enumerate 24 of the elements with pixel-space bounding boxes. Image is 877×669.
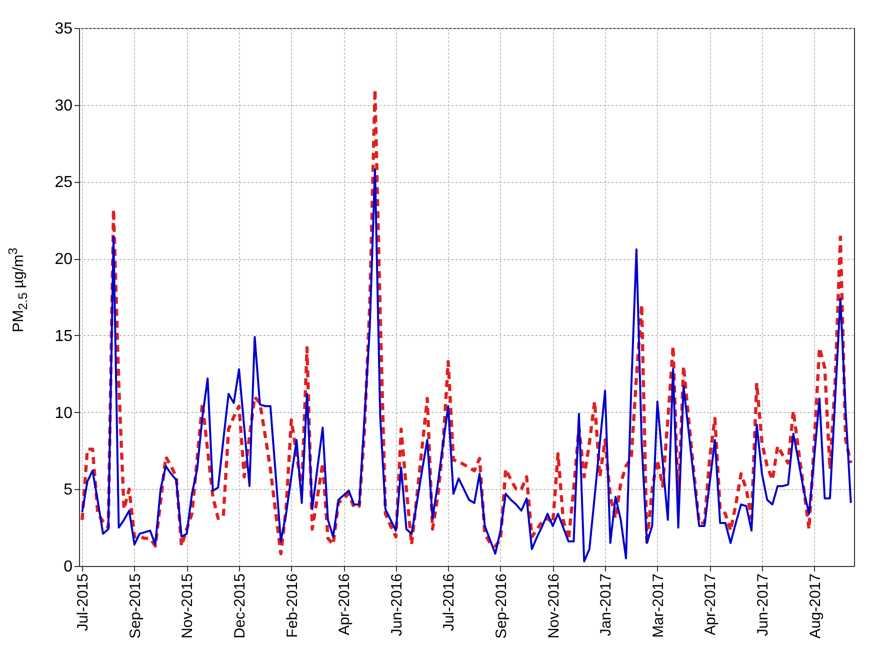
y-tick-label: 30 <box>54 97 73 114</box>
y-tick-label: 10 <box>54 404 73 422</box>
x-tick-label: Mar-2017 <box>650 574 667 638</box>
x-tick-label: Apr-2017 <box>702 574 720 636</box>
x-tick-label: Dec-2015 <box>232 574 249 639</box>
x-tick-label: Aug-2017 <box>806 574 824 639</box>
x-tick-label: Jan-2017 <box>598 574 615 636</box>
y-tick-label: 25 <box>54 174 73 192</box>
x-tick-label: Sep-2016 <box>492 574 510 639</box>
y-tick-label: 5 <box>64 482 73 499</box>
x-tick-label: Apr-2016 <box>336 574 354 636</box>
x-tick-label: Nov-2016 <box>545 574 562 639</box>
x-tick-label: Nov-2015 <box>179 574 196 639</box>
y-tick-label: 20 <box>54 251 73 268</box>
x-tick-label: Sep-2015 <box>126 574 144 639</box>
x-tick-label: Jun-2017 <box>754 574 772 636</box>
y-tick-label: 15 <box>54 328 73 345</box>
y-tick-label: 0 <box>64 558 73 576</box>
x-tick-label: Jun-2016 <box>388 574 406 636</box>
y-tick-label: 35 <box>54 20 73 38</box>
x-tick-label: Jul-2015 <box>74 574 92 632</box>
line-series <box>81 168 852 562</box>
x-tick-label: Feb-2016 <box>284 574 301 638</box>
x-tick-label: Jul-2016 <box>440 574 458 632</box>
